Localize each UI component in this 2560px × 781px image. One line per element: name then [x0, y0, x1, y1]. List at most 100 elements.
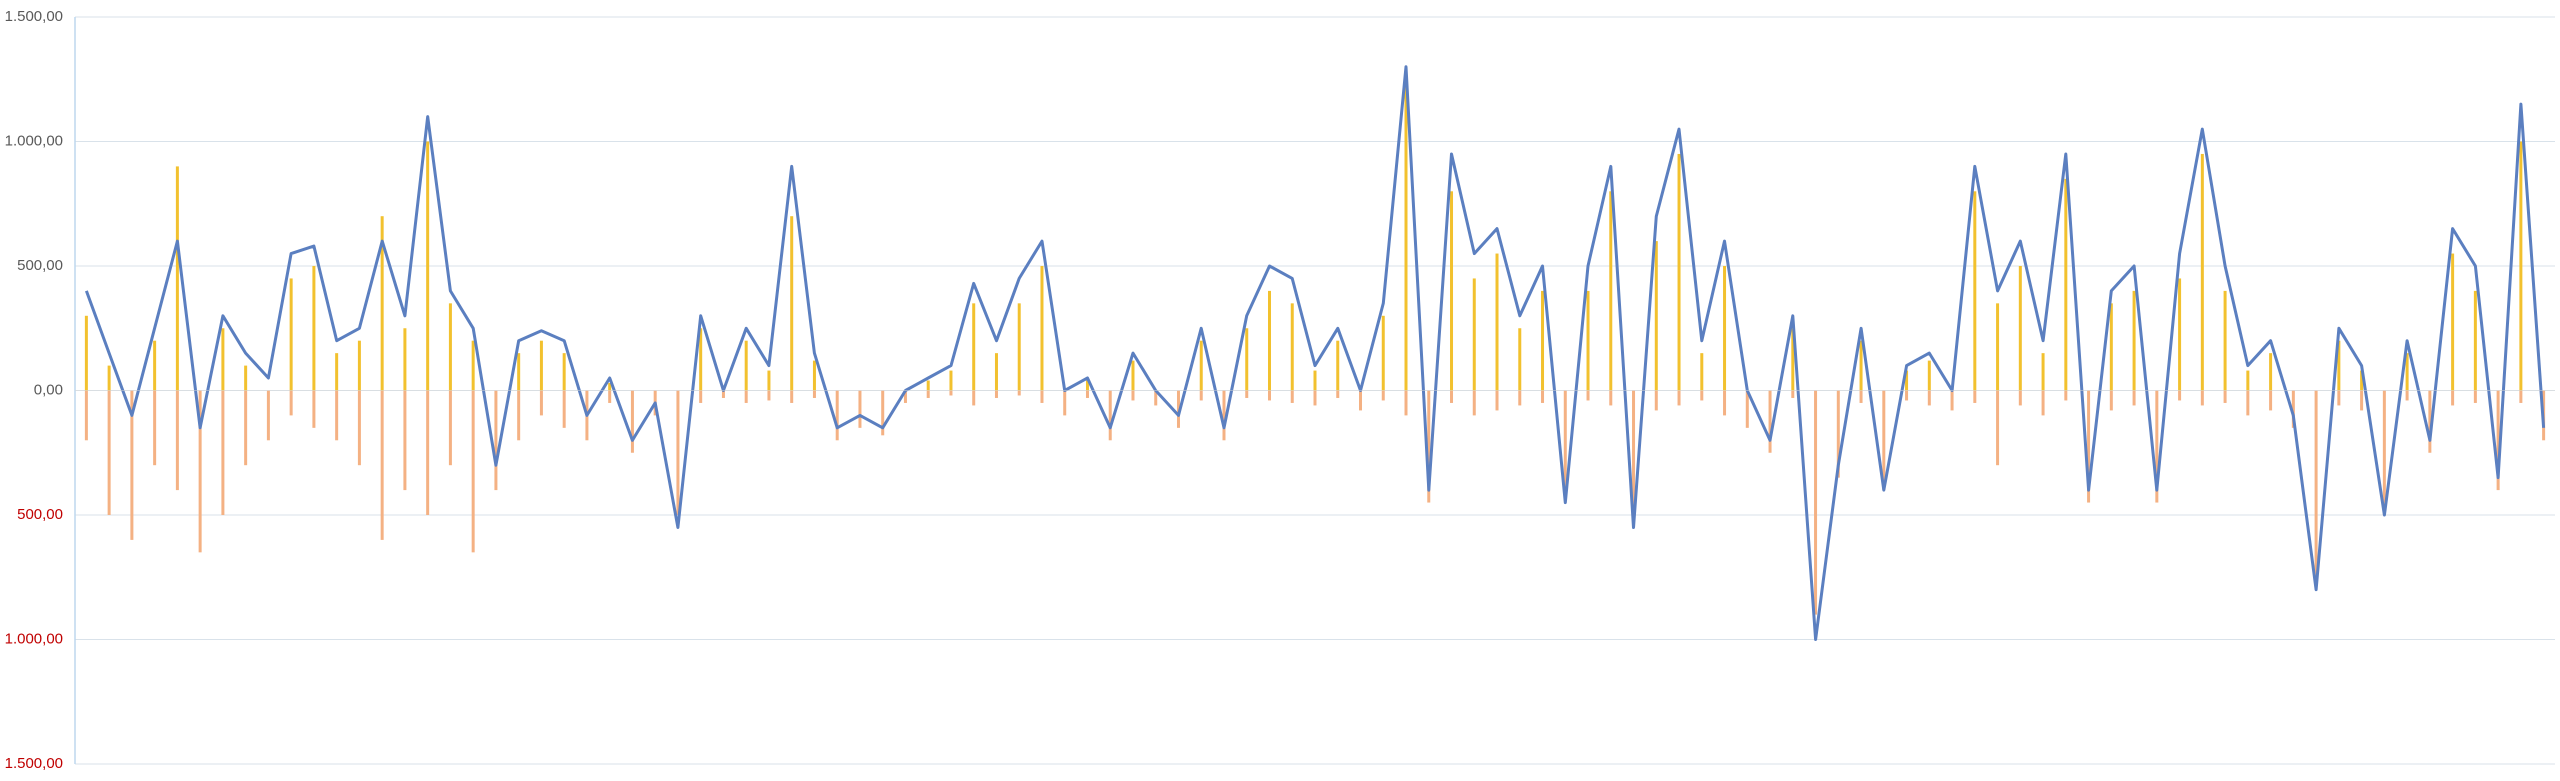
bar — [335, 390, 339, 441]
bar — [1290, 390, 1294, 403]
bar — [1131, 390, 1135, 401]
bar — [175, 166, 179, 391]
bar — [1563, 390, 1567, 491]
bar — [926, 390, 930, 398]
bar — [2314, 390, 2318, 578]
bar — [790, 216, 794, 391]
y-tick-label: 1.500,00 — [5, 8, 63, 25]
bar — [1586, 390, 1590, 401]
bar — [2428, 390, 2432, 453]
y-tick-label: 1.000,00 — [5, 630, 63, 647]
bar — [1541, 390, 1545, 403]
bar — [972, 390, 976, 406]
bar — [2041, 353, 2045, 391]
bar — [2473, 390, 2477, 403]
bar — [1859, 340, 1863, 391]
bar — [926, 380, 930, 391]
bar — [2246, 390, 2250, 416]
y-tick-label: 500,00 — [17, 257, 63, 274]
bar — [84, 315, 88, 391]
bar — [312, 390, 316, 428]
bar — [1245, 390, 1249, 398]
bar — [2200, 153, 2204, 391]
bar — [2178, 390, 2182, 401]
bar — [1973, 390, 1977, 403]
bar — [130, 390, 134, 540]
bar — [699, 328, 703, 391]
bar — [2132, 390, 2136, 406]
bar — [562, 390, 566, 428]
bar — [312, 266, 316, 391]
bar — [812, 360, 816, 391]
bar — [1541, 290, 1545, 391]
bar — [1677, 390, 1681, 406]
bar — [221, 328, 225, 391]
bar — [744, 340, 748, 391]
bar — [1313, 390, 1317, 406]
bar — [357, 340, 361, 391]
bar — [608, 390, 612, 403]
bar — [1040, 266, 1044, 391]
bar — [2155, 390, 2159, 503]
bar — [721, 390, 725, 398]
bar — [2018, 266, 2022, 391]
bar — [198, 390, 202, 553]
bar — [1040, 390, 1044, 403]
bar — [448, 303, 452, 391]
bar — [289, 390, 293, 416]
bar — [1472, 278, 1476, 391]
bar — [1245, 328, 1249, 391]
bar — [426, 390, 430, 515]
bar — [2496, 390, 2500, 491]
bar — [903, 390, 907, 403]
bar — [1290, 303, 1294, 391]
bar — [153, 390, 157, 466]
bar — [539, 390, 543, 416]
bar — [1518, 328, 1522, 391]
bar — [699, 390, 703, 403]
bar — [1791, 390, 1795, 398]
bar — [2223, 390, 2227, 403]
bar — [1199, 390, 1203, 401]
bar — [1996, 390, 2000, 466]
bar — [2405, 353, 2409, 391]
bar — [2132, 290, 2136, 391]
bar — [1609, 191, 1613, 391]
bar — [1267, 290, 1271, 391]
bar — [471, 390, 475, 553]
bar — [266, 390, 270, 441]
bar — [1609, 390, 1613, 406]
line — [84, 65, 2546, 641]
bar — [448, 390, 452, 466]
bar — [107, 390, 111, 515]
bar — [2360, 390, 2364, 411]
bar — [1450, 191, 1454, 391]
bar — [2223, 290, 2227, 391]
bar — [1905, 390, 1909, 401]
bar — [517, 390, 521, 441]
bar — [1176, 390, 1180, 428]
bar — [471, 340, 475, 391]
bar — [2041, 390, 2045, 416]
bar — [175, 390, 179, 491]
y-tick-label: 0,00 — [34, 381, 63, 398]
bar — [949, 390, 953, 396]
bar — [1359, 390, 1363, 411]
bar — [1632, 390, 1636, 528]
bar — [289, 278, 293, 391]
bar — [1085, 380, 1089, 391]
bar — [1063, 390, 1067, 416]
bar — [2291, 390, 2295, 428]
bar — [858, 390, 862, 428]
bar — [2473, 290, 2477, 391]
bar — [1950, 390, 1954, 411]
bar — [744, 390, 748, 403]
bar — [1404, 390, 1408, 416]
bar — [2200, 390, 2204, 406]
bar — [1267, 390, 1271, 401]
bar — [812, 390, 816, 398]
bar — [1336, 340, 1340, 391]
y-tick-label: 1.500,00 — [5, 755, 63, 772]
bar — [562, 353, 566, 391]
